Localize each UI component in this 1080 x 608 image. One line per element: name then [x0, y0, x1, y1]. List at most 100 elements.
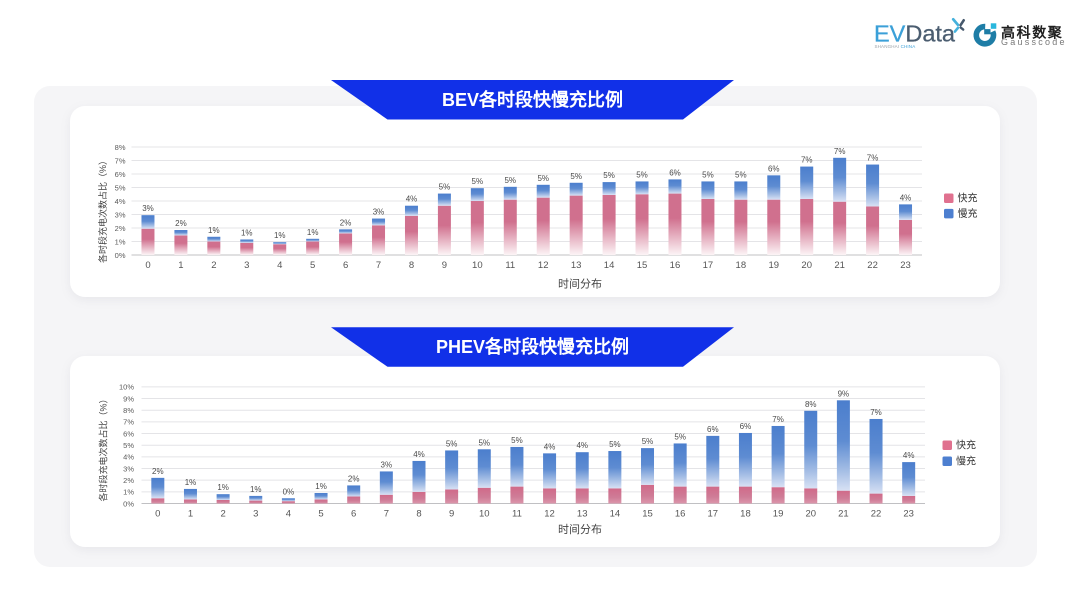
svg-text:10: 10 [472, 260, 483, 271]
svg-text:20: 20 [805, 508, 816, 519]
svg-text:13: 13 [577, 508, 588, 519]
svg-text:慢充: 慢充 [956, 455, 976, 468]
svg-text:6%: 6% [123, 429, 134, 438]
svg-text:19: 19 [773, 508, 784, 519]
svg-text:6: 6 [351, 508, 356, 519]
svg-text:20: 20 [801, 260, 812, 271]
svg-text:3%: 3% [381, 460, 393, 469]
svg-text:11: 11 [512, 508, 522, 519]
svg-text:6%: 6% [768, 164, 780, 173]
svg-text:5%: 5% [478, 438, 490, 447]
svg-text:6%: 6% [669, 168, 681, 177]
svg-text:9: 9 [449, 508, 454, 519]
svg-text:5%: 5% [504, 176, 516, 185]
svg-text:4%: 4% [406, 195, 418, 204]
svg-text:BEV各时段快慢充比例: BEV各时段快慢充比例 [442, 89, 623, 110]
svg-text:22: 22 [871, 508, 882, 519]
svg-text:4%: 4% [900, 193, 912, 202]
svg-text:8: 8 [416, 508, 421, 519]
svg-text:6%: 6% [115, 170, 126, 179]
svg-text:6%: 6% [740, 422, 752, 431]
svg-text:7%: 7% [870, 408, 882, 417]
svg-text:4%: 4% [903, 451, 915, 460]
svg-text:18: 18 [736, 260, 747, 271]
svg-text:1%: 1% [115, 237, 126, 246]
svg-text:5%: 5% [511, 436, 523, 445]
svg-text:11: 11 [505, 260, 515, 271]
svg-text:0: 0 [155, 508, 160, 519]
svg-text:9%: 9% [123, 394, 134, 403]
svg-text:高科数聚: 高科数聚 [1001, 24, 1063, 40]
svg-text:各时段充电次数占比（%）: 各时段充电次数占比（%） [97, 156, 108, 263]
svg-text:2%: 2% [175, 219, 187, 228]
svg-text:14: 14 [604, 260, 615, 271]
svg-text:21: 21 [838, 508, 849, 519]
svg-text:时间分布: 时间分布 [558, 523, 602, 536]
svg-text:PHEV各时段快慢充比例: PHEV各时段快慢充比例 [436, 336, 629, 357]
svg-text:21: 21 [834, 260, 845, 271]
svg-text:13: 13 [571, 260, 582, 271]
svg-text:2%: 2% [340, 218, 352, 227]
svg-text:7%: 7% [834, 147, 846, 156]
svg-text:4%: 4% [115, 197, 126, 206]
svg-text:2%: 2% [123, 476, 134, 485]
svg-text:5%: 5% [674, 432, 686, 441]
svg-text:2%: 2% [348, 474, 360, 483]
svg-text:5: 5 [310, 260, 315, 271]
svg-text:时间分布: 时间分布 [558, 277, 602, 290]
svg-text:8%: 8% [115, 143, 126, 152]
svg-text:1%: 1% [274, 231, 286, 240]
svg-text:5%: 5% [446, 439, 458, 448]
svg-text:16: 16 [675, 508, 686, 519]
svg-text:17: 17 [703, 260, 714, 271]
svg-text:3%: 3% [373, 208, 385, 217]
svg-text:3%: 3% [115, 210, 126, 219]
svg-text:12: 12 [538, 260, 549, 271]
svg-text:慢充: 慢充 [958, 207, 978, 220]
svg-text:1%: 1% [123, 488, 134, 497]
svg-text:5%: 5% [123, 441, 134, 450]
svg-text:5%: 5% [609, 440, 621, 449]
svg-text:5: 5 [318, 508, 323, 519]
svg-text:5%: 5% [537, 174, 549, 183]
svg-text:3%: 3% [142, 204, 154, 213]
svg-text:8%: 8% [123, 406, 134, 415]
svg-text:快充: 快充 [956, 439, 976, 452]
svg-text:1: 1 [178, 260, 183, 271]
svg-text:7%: 7% [801, 156, 813, 165]
svg-text:1%: 1% [315, 482, 327, 491]
svg-text:5%: 5% [115, 183, 126, 192]
svg-text:各时段充电次数占比（%）: 各时段充电次数占比（%） [98, 394, 109, 501]
svg-text:18: 18 [740, 508, 751, 519]
svg-text:15: 15 [637, 260, 648, 271]
svg-text:2%: 2% [115, 224, 126, 233]
svg-text:Gausscode: Gausscode [1001, 37, 1067, 47]
svg-text:19: 19 [768, 260, 779, 271]
svg-text:23: 23 [903, 508, 914, 519]
svg-text:EVData: EVData [874, 21, 956, 47]
svg-text:5%: 5% [472, 177, 484, 186]
svg-text:1%: 1% [185, 478, 197, 487]
svg-text:22: 22 [867, 260, 878, 271]
svg-text:1%: 1% [241, 228, 253, 237]
svg-text:7%: 7% [115, 156, 126, 165]
svg-text:3: 3 [244, 260, 249, 271]
svg-text:10%: 10% [119, 383, 134, 392]
svg-text:23: 23 [900, 260, 911, 271]
svg-text:7%: 7% [867, 154, 879, 163]
svg-text:5%: 5% [439, 183, 451, 192]
svg-text:0%: 0% [123, 499, 134, 508]
svg-text:5%: 5% [570, 172, 582, 181]
svg-text:4%: 4% [544, 442, 556, 451]
svg-text:7: 7 [376, 260, 381, 271]
svg-text:4%: 4% [576, 441, 588, 450]
svg-text:2: 2 [211, 260, 216, 271]
svg-text:16: 16 [670, 260, 681, 271]
svg-text:0%: 0% [115, 251, 126, 260]
svg-text:5%: 5% [603, 171, 615, 180]
svg-text:0: 0 [145, 260, 150, 271]
svg-text:SHANGHAI CHINA: SHANGHAI CHINA [875, 44, 916, 49]
svg-text:8%: 8% [805, 400, 817, 409]
svg-text:0%: 0% [283, 487, 295, 496]
svg-text:10: 10 [479, 508, 490, 519]
